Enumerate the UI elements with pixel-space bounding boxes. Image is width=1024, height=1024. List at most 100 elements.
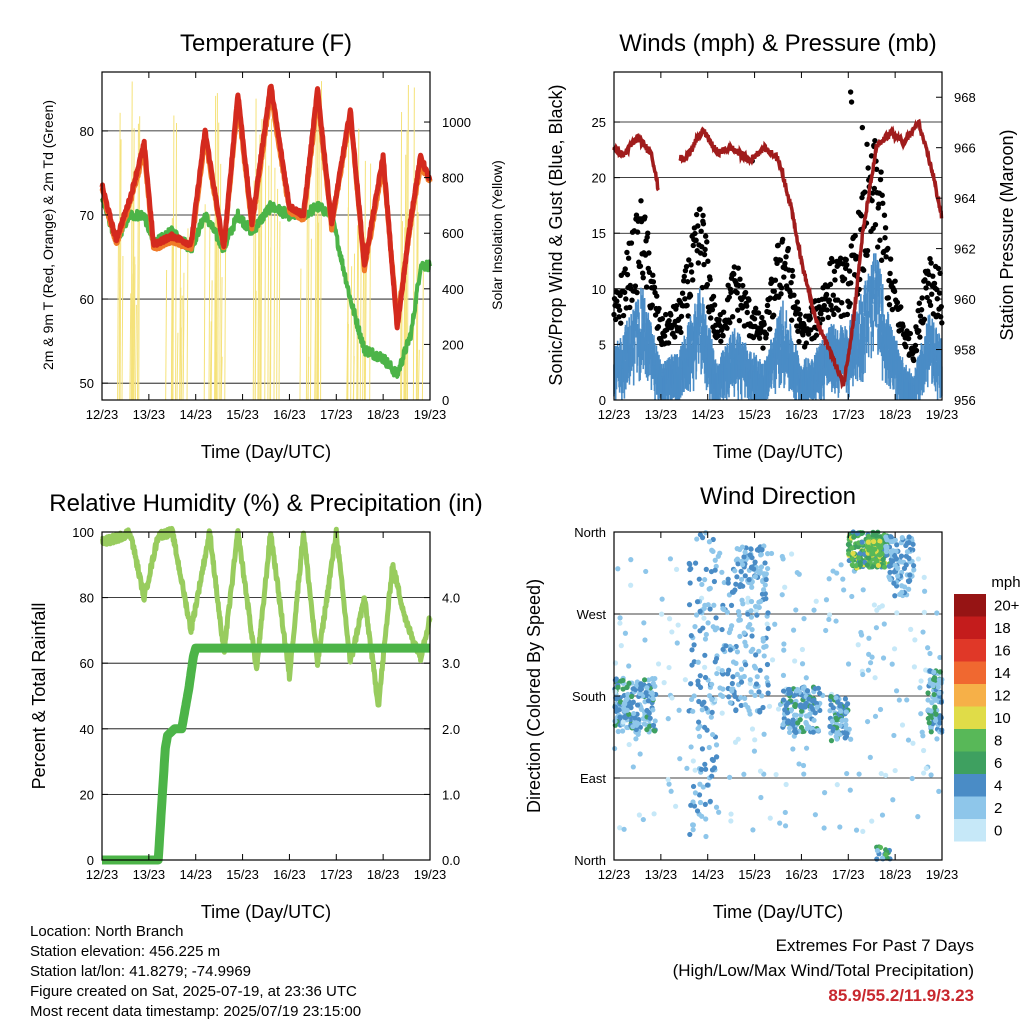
direction-point [702, 577, 708, 583]
direction-point [637, 687, 644, 693]
direction-point [637, 751, 643, 757]
gust-point [819, 316, 826, 322]
gust-point [683, 263, 690, 270]
direction-point [666, 781, 672, 787]
solar-spike [176, 332, 179, 401]
gust-point [646, 250, 652, 256]
gust-point [720, 333, 726, 339]
direction-point [677, 756, 683, 762]
direction-point [693, 612, 700, 618]
direction-point [769, 657, 776, 663]
solar-spike [299, 268, 302, 401]
direction-point [687, 831, 693, 838]
direction-point [741, 771, 747, 777]
solar-spike [209, 321, 212, 401]
direction-point [872, 546, 878, 552]
direction-point [899, 589, 905, 595]
gust-point [614, 298, 620, 304]
direction-point [703, 631, 709, 638]
direction-point [846, 551, 852, 557]
direction-point [758, 794, 764, 801]
gust-point [847, 89, 854, 95]
direction-point [803, 713, 810, 719]
xtick-label: 16/23 [785, 867, 818, 882]
direction-point [799, 661, 806, 667]
direction-point [749, 584, 755, 590]
direction-point [896, 697, 902, 703]
xtick-label: 19/23 [926, 407, 959, 422]
gust-point [801, 322, 807, 329]
direction-point [843, 709, 849, 715]
gust-point [907, 330, 914, 337]
gust-point [693, 211, 700, 218]
direction-point [898, 553, 905, 559]
gust-point [668, 312, 674, 318]
colorbar-swatch [954, 751, 986, 774]
direction-point [695, 682, 701, 688]
gust-point [883, 254, 889, 260]
solar-spike [134, 304, 137, 401]
direction-point [720, 686, 726, 692]
gust-point [681, 273, 687, 280]
direction-point [790, 746, 796, 752]
ytick-label: 0 [87, 853, 94, 868]
gust-point [894, 299, 901, 306]
gust-point [659, 316, 666, 322]
direction-point [703, 566, 709, 572]
direction-point [748, 614, 755, 620]
gust-point [624, 271, 631, 278]
gust-point [701, 261, 707, 268]
direction-point [682, 677, 688, 683]
xtick-label: 13/23 [133, 407, 166, 422]
colorbar-swatch [954, 594, 986, 617]
gust-point [634, 229, 641, 235]
gust-point [687, 293, 694, 299]
direction-point [780, 556, 786, 562]
direction-point [872, 713, 879, 719]
direction-point [638, 681, 644, 687]
gust-point [628, 240, 635, 246]
gust-point [885, 245, 891, 252]
xtick-label: 17/23 [832, 867, 865, 882]
xtick-label: 13/23 [645, 867, 678, 882]
direction-point [617, 615, 623, 621]
y2tick-label: 1000 [442, 115, 471, 130]
gust-point [720, 309, 727, 315]
gust-point [711, 302, 718, 308]
direction-point [745, 624, 751, 630]
xtick-label: 17/23 [832, 407, 865, 422]
direction-point [741, 630, 747, 636]
solar-spike [117, 227, 120, 401]
direction-point [792, 701, 798, 708]
direction-point [754, 612, 760, 618]
direction-point [928, 713, 934, 719]
colorbar-label: 20+ [994, 597, 1020, 614]
direction-point [650, 722, 657, 728]
direction-point [891, 732, 897, 739]
direction-point [692, 560, 699, 566]
direction-point [688, 696, 695, 703]
direction-point [713, 655, 720, 662]
gust-point [752, 305, 759, 312]
station-info: Location: North Branch Station elevation… [30, 922, 361, 1022]
direction-point [911, 567, 917, 573]
xtick-label: 13/23 [133, 867, 166, 882]
direction-point [798, 708, 805, 714]
gust-point [710, 293, 717, 300]
direction-point [843, 717, 849, 723]
direction-point [894, 542, 900, 548]
direction-point [866, 651, 872, 657]
direction-point [738, 666, 745, 672]
colorbar-swatch [954, 661, 986, 684]
solar-spike [121, 255, 124, 401]
direction-point [617, 699, 624, 705]
direction-point [720, 693, 726, 700]
direction-point [880, 556, 886, 563]
direction-point [669, 629, 675, 635]
xtick-label: 15/23 [226, 407, 259, 422]
direction-point [637, 724, 643, 730]
direction-point [917, 685, 923, 691]
direction-point [697, 532, 704, 538]
direction-point [756, 648, 762, 654]
direction-point [894, 610, 900, 616]
